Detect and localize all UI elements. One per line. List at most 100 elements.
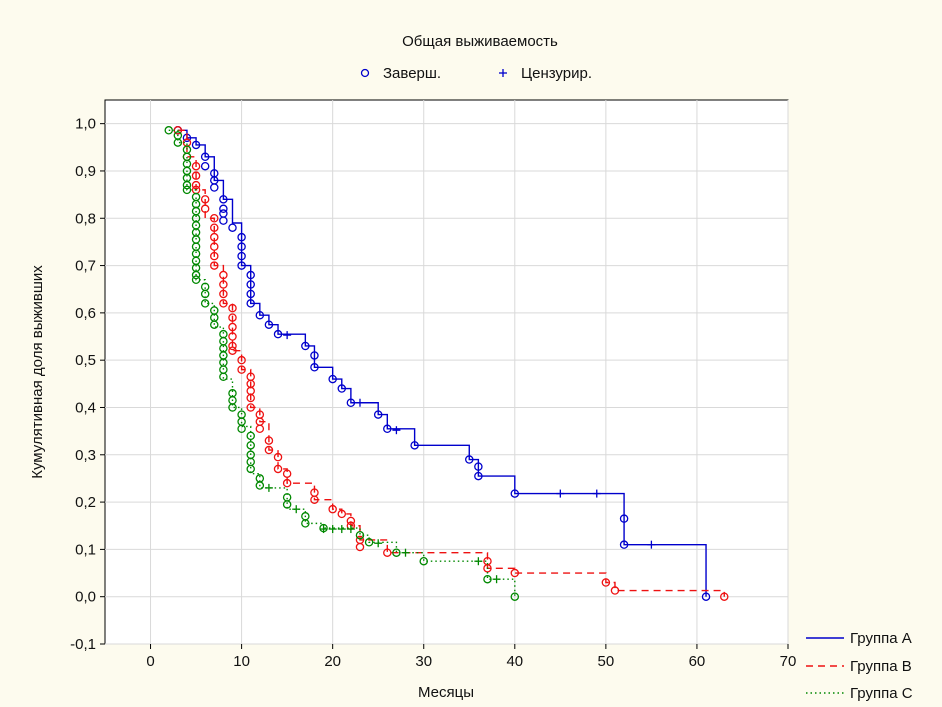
event-marker xyxy=(246,299,255,308)
event-marker xyxy=(282,478,292,488)
series-group-0 xyxy=(173,126,711,601)
event-marker xyxy=(282,500,292,509)
censored-marker xyxy=(264,483,273,492)
event-marker xyxy=(328,504,337,514)
event-marker xyxy=(200,161,210,171)
plot-area xyxy=(104,99,789,645)
event-marker xyxy=(255,310,265,320)
y-tick-label: 0,9 xyxy=(75,163,96,180)
event-marker xyxy=(255,424,265,434)
event-marker xyxy=(173,138,183,147)
survival-curve-1 xyxy=(177,129,725,597)
censored-marker xyxy=(374,539,383,548)
event-marker xyxy=(373,410,383,419)
event-marker xyxy=(483,564,492,573)
event-marker xyxy=(228,346,237,355)
event-marker xyxy=(219,195,228,204)
event-marker xyxy=(246,270,255,280)
event-marker xyxy=(510,489,520,498)
event-marker xyxy=(246,431,255,441)
x-axis-label: Месяцы xyxy=(418,684,474,701)
censored-marker xyxy=(474,557,483,566)
marker-legend: Заверш. Цензурир. xyxy=(360,65,592,82)
event-marker xyxy=(419,556,428,566)
event-marker xyxy=(337,509,347,519)
grid-lines xyxy=(105,100,789,645)
event-marker xyxy=(191,180,201,190)
event-marker xyxy=(474,471,483,481)
event-marker xyxy=(328,374,337,384)
completed-marker-icon xyxy=(360,68,370,78)
event-marker xyxy=(200,299,210,308)
event-marker xyxy=(364,538,374,547)
event-marker xyxy=(346,398,356,407)
marker-legend-completed: Заверш. xyxy=(383,65,441,82)
censored-marker xyxy=(492,575,501,584)
censored-marker xyxy=(647,540,656,549)
event-marker xyxy=(191,171,201,180)
event-marker xyxy=(219,280,228,289)
x-tick-label: 30 xyxy=(415,653,432,670)
event-marker xyxy=(264,320,274,329)
event-marker xyxy=(200,204,210,214)
event-marker xyxy=(191,140,201,150)
event-marker xyxy=(237,365,246,374)
event-marker xyxy=(237,261,246,270)
event-marker xyxy=(610,586,620,595)
censored-marker xyxy=(556,489,565,498)
event-marker xyxy=(301,341,310,351)
y-tick-label: 0,2 xyxy=(75,494,96,511)
x-tick-label: 0 xyxy=(146,653,154,670)
event-marker xyxy=(228,223,237,232)
event-marker xyxy=(392,548,401,557)
event-marker xyxy=(228,322,237,332)
censored-marker-icon xyxy=(499,69,507,77)
event-marker xyxy=(237,242,246,251)
event-marker xyxy=(255,481,265,490)
event-marker xyxy=(510,592,520,601)
event-marker xyxy=(355,542,365,552)
event-marker xyxy=(355,530,365,540)
event-marker xyxy=(210,214,219,223)
x-tick-label: 50 xyxy=(598,653,615,670)
event-marker xyxy=(200,195,210,204)
event-marker xyxy=(219,216,228,225)
event-marker xyxy=(210,251,219,261)
event-marker xyxy=(410,441,419,450)
event-marker xyxy=(228,403,237,412)
y-tick-label: 0,1 xyxy=(75,541,96,558)
event-marker xyxy=(182,185,192,195)
y-tick-label: 0,6 xyxy=(75,305,96,322)
legend-label-group-b: Группа B xyxy=(850,658,912,675)
event-marker xyxy=(182,180,192,190)
series-layer xyxy=(164,126,729,601)
y-tick-label: 0,7 xyxy=(75,258,96,275)
event-marker xyxy=(510,568,520,578)
legend-label-group-c: Группа C xyxy=(850,685,913,702)
event-marker xyxy=(219,289,228,299)
event-marker xyxy=(228,303,237,313)
event-marker xyxy=(383,424,392,434)
event-marker xyxy=(246,403,255,412)
event-marker xyxy=(228,341,237,351)
y-tick-label: 0,4 xyxy=(75,399,96,416)
x-tick-label: 70 xyxy=(780,653,797,670)
event-marker xyxy=(210,320,219,329)
event-marker xyxy=(191,161,201,171)
x-tick-label: 20 xyxy=(324,653,341,670)
y-tick-label: 0,8 xyxy=(75,210,96,227)
y-axis-label: Кумулятивная доля выживших xyxy=(29,265,46,479)
event-marker xyxy=(301,519,310,528)
event-marker xyxy=(619,540,629,549)
y-tick-label: 0,5 xyxy=(75,352,96,369)
censored-marker xyxy=(392,426,401,435)
series-group-2 xyxy=(164,126,520,601)
event-marker xyxy=(219,372,228,381)
x-tick-label: 60 xyxy=(689,653,706,670)
x-tick-label: 10 xyxy=(233,653,250,670)
event-marker xyxy=(210,183,219,192)
censored-marker xyxy=(292,505,301,514)
event-marker xyxy=(310,363,319,372)
event-marker xyxy=(191,275,201,285)
